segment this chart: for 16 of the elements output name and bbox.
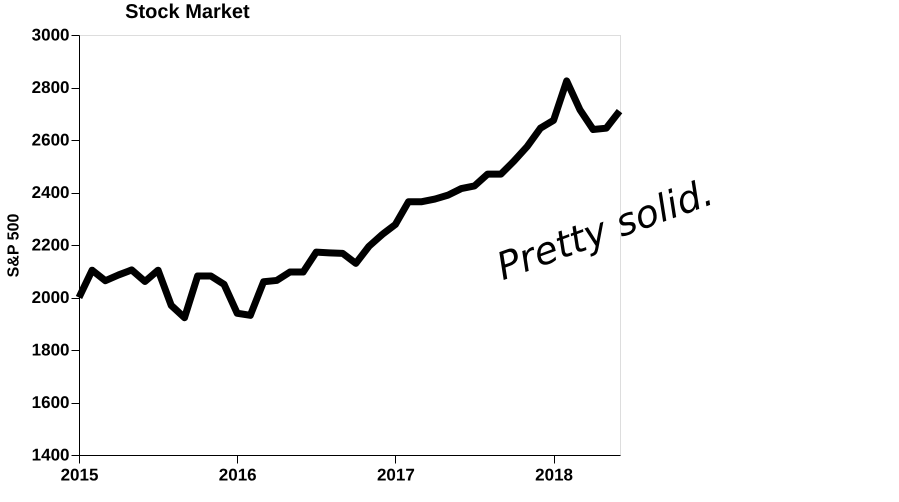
y-tick-label: 2600	[32, 130, 70, 150]
x-tick-label: 2016	[218, 466, 257, 484]
y-tick-label: 2200	[32, 236, 70, 254]
y-tick-label: 1800	[32, 340, 70, 360]
y-tick-label: 2000	[32, 288, 70, 307]
chart-title: Stock Market	[125, 1, 250, 23]
x-tick-label: 2015	[60, 466, 98, 484]
y-axis-title: S&P 500	[6, 214, 23, 278]
y-tick-label: 3000	[32, 26, 70, 44]
annotation: Pretty solid.	[490, 170, 719, 289]
x-tick-label: 2017	[376, 466, 415, 484]
x-tick-label: 2018	[535, 466, 573, 484]
y-tick-label: 2400	[32, 183, 70, 202]
y-tick-label: 1600	[32, 393, 70, 412]
y-tick-label: 1400	[32, 446, 70, 464]
y-tick-label: 2800	[32, 78, 70, 97]
